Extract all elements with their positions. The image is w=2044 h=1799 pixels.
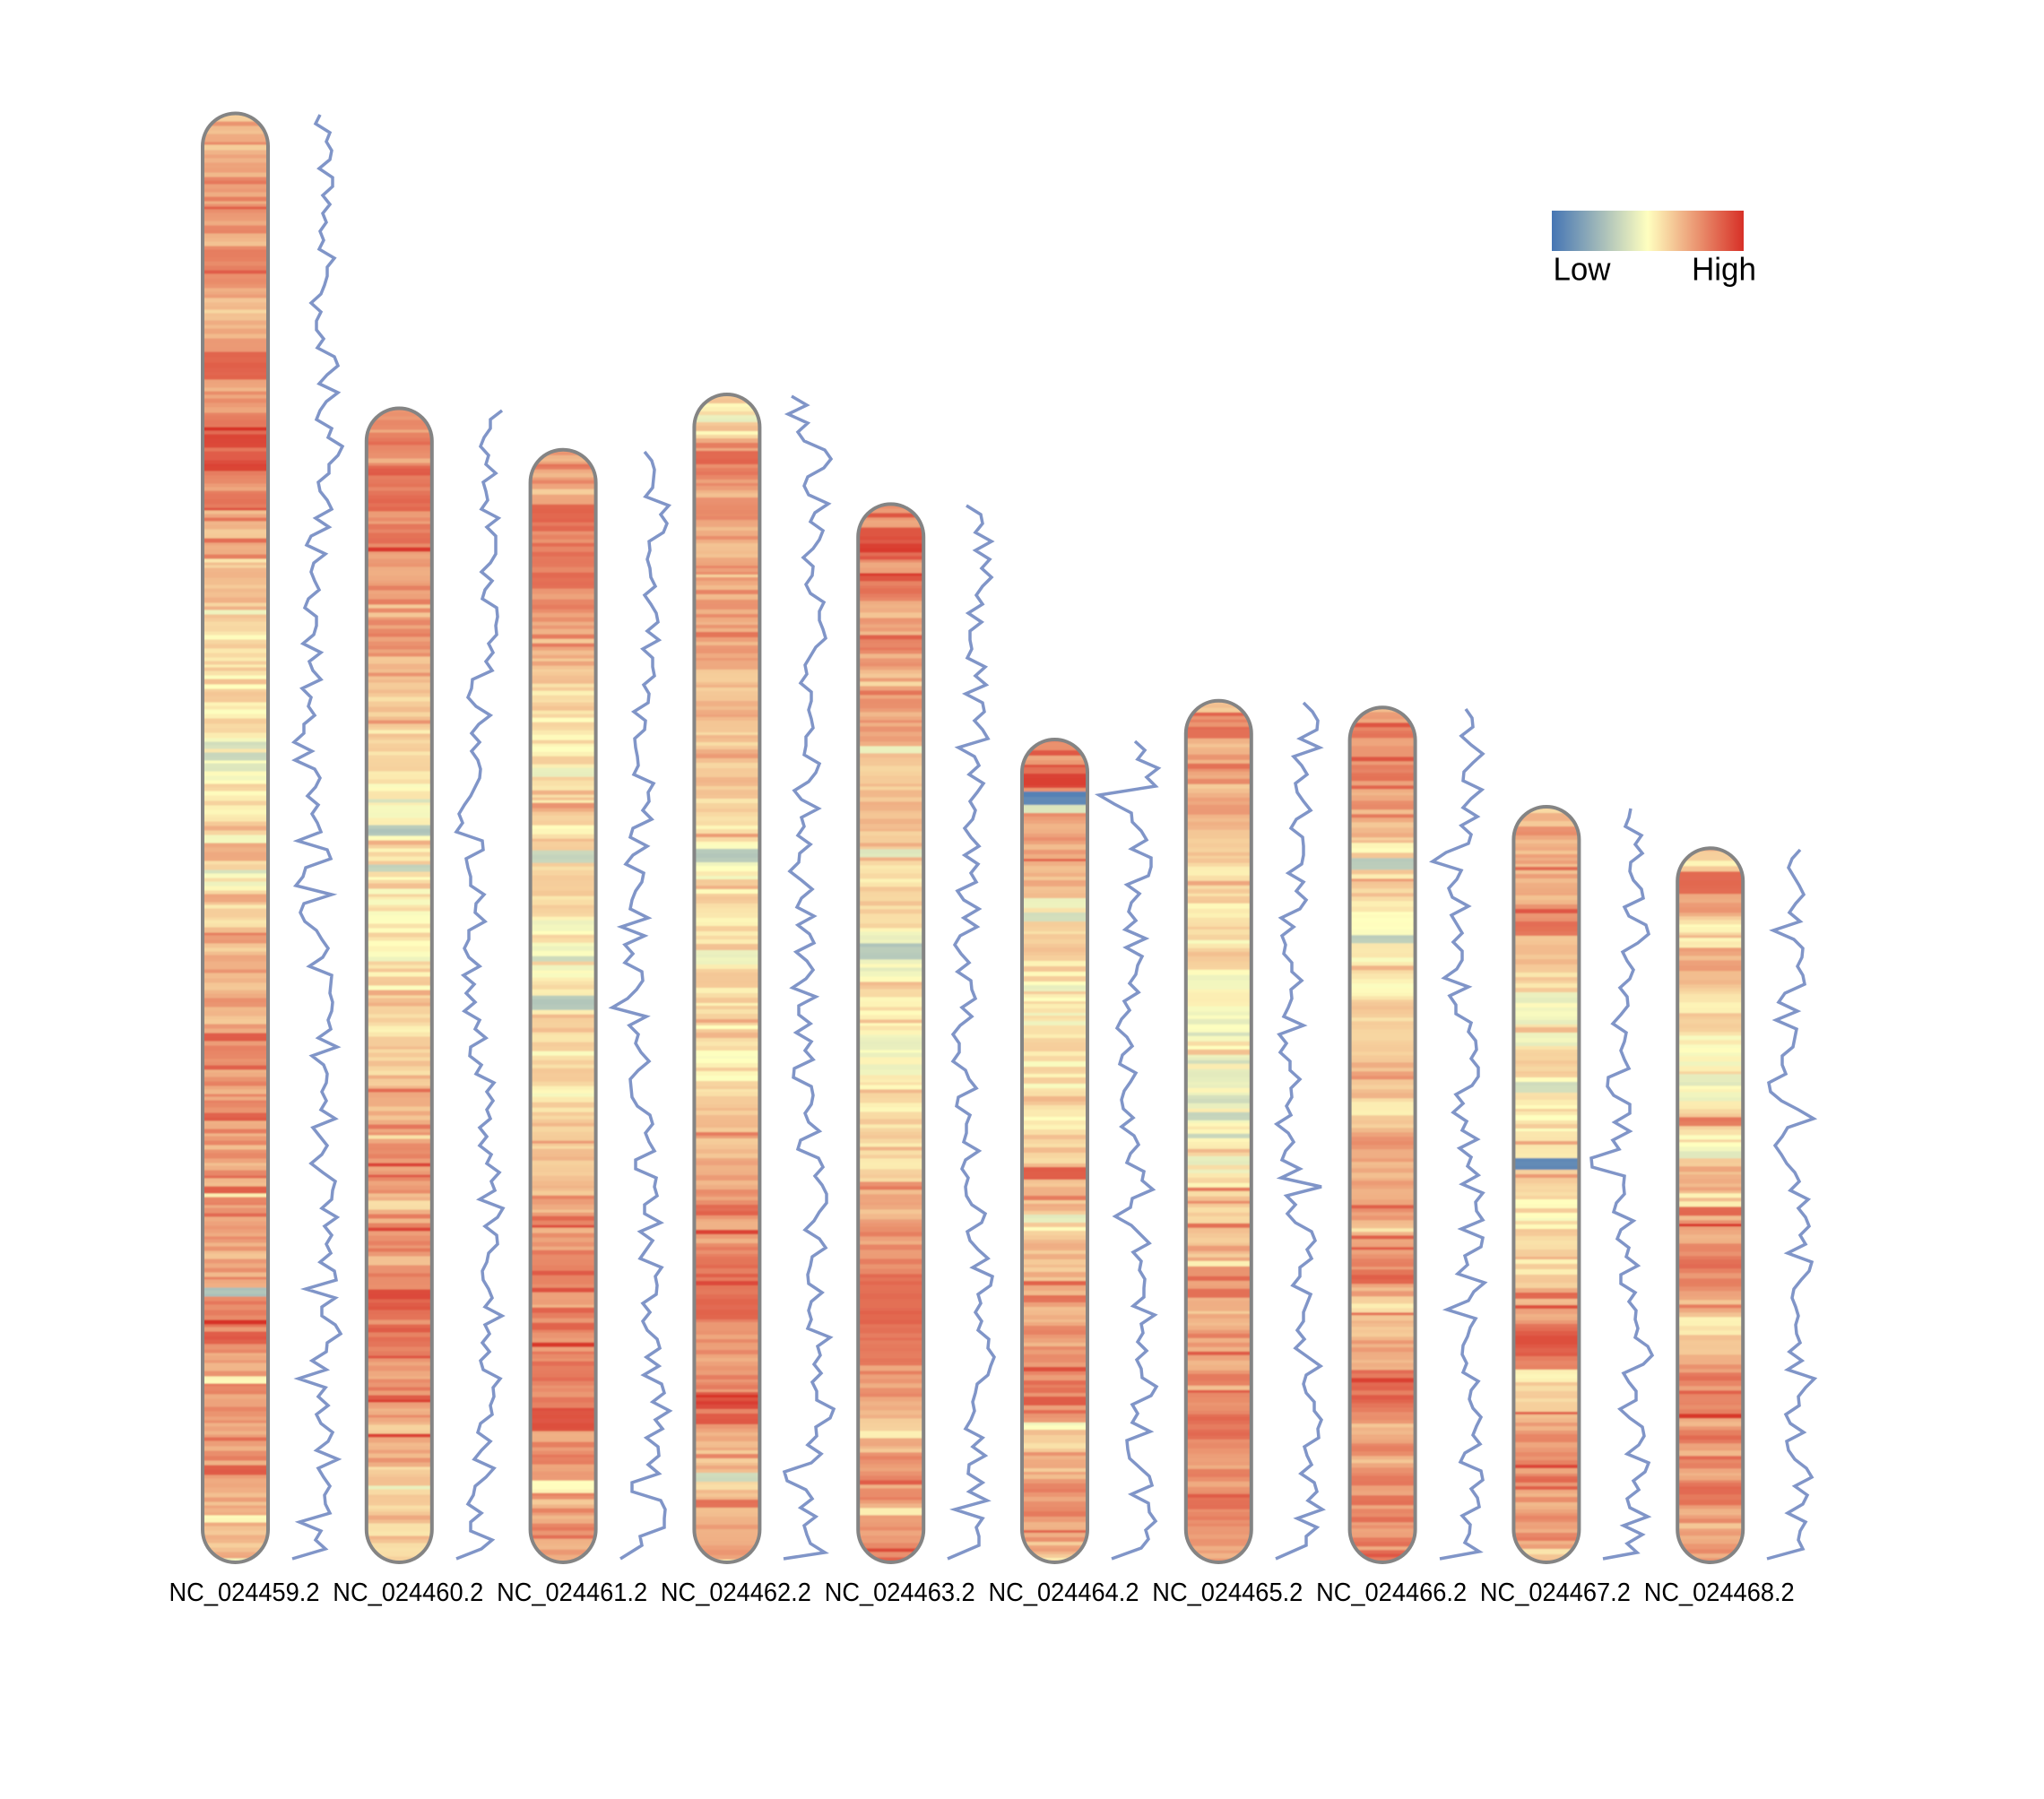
- svg-text:NC_024463.2: NC_024463.2: [825, 1578, 975, 1607]
- svg-text:High: High: [1692, 251, 1756, 288]
- svg-text:NC_024459.2: NC_024459.2: [169, 1578, 320, 1607]
- svg-text:NC_024467.2: NC_024467.2: [1480, 1578, 1631, 1607]
- svg-text:NC_024468.2: NC_024468.2: [1644, 1578, 1795, 1607]
- svg-text:NC_024460.2: NC_024460.2: [333, 1578, 483, 1607]
- svg-text:NC_024465.2: NC_024465.2: [1152, 1578, 1303, 1607]
- svg-text:NC_024462.2: NC_024462.2: [661, 1578, 811, 1607]
- svg-text:NC_024466.2: NC_024466.2: [1316, 1578, 1467, 1607]
- svg-text:Low: Low: [1554, 251, 1612, 288]
- svg-text:NC_024461.2: NC_024461.2: [497, 1578, 647, 1607]
- svg-text:NC_024464.2: NC_024464.2: [989, 1578, 1139, 1607]
